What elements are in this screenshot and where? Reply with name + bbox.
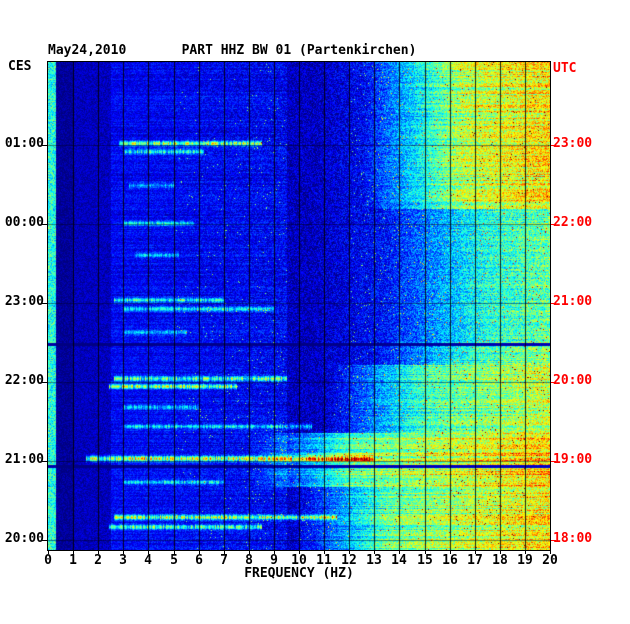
x-tick-mark xyxy=(349,551,350,554)
left-time-tick-label: 22:00 xyxy=(4,373,44,388)
x-axis-title: FREQUENCY (HZ) xyxy=(244,566,354,581)
x-tick-label: 6 xyxy=(195,553,203,568)
chart-title: PART HHZ BW 01 (Partenkirchen) xyxy=(181,43,417,58)
x-tick-mark xyxy=(98,551,99,554)
x-tick-mark xyxy=(399,551,400,554)
x-tick-label: 1 xyxy=(69,553,77,568)
x-tick-mark xyxy=(550,551,551,554)
x-tick-mark xyxy=(500,551,501,554)
x-tick-label: 3 xyxy=(119,553,127,568)
right-tick-mark xyxy=(551,382,556,383)
right-time-tick-label: 20:00 xyxy=(553,373,593,388)
x-tick-mark xyxy=(224,551,225,554)
x-tick-mark xyxy=(525,551,526,554)
x-tick-label: 2 xyxy=(94,553,102,568)
left-tick-mark xyxy=(42,145,47,146)
x-tick-label: 15 xyxy=(417,553,433,568)
left-tick-mark xyxy=(42,382,47,383)
x-tick-mark xyxy=(425,551,426,554)
x-tick-label: 0 xyxy=(44,553,52,568)
x-tick-mark xyxy=(123,551,124,554)
right-tick-mark xyxy=(551,145,556,146)
x-tick-label: 14 xyxy=(391,553,407,568)
x-tick-label: 19 xyxy=(517,553,533,568)
left-time-tick-label: 20:00 xyxy=(4,531,44,546)
left-tick-mark xyxy=(42,303,47,304)
left-axis-unit-label: CES xyxy=(8,59,32,74)
right-tick-mark xyxy=(551,224,556,225)
x-tick-label: 7 xyxy=(220,553,228,568)
x-tick-label: 17 xyxy=(467,553,483,568)
x-tick-mark xyxy=(48,551,49,554)
x-tick-mark xyxy=(274,551,275,554)
x-tick-label: 20 xyxy=(542,553,558,568)
right-time-tick-label: 21:00 xyxy=(553,294,593,309)
x-tick-label: 11 xyxy=(316,553,332,568)
x-tick-mark xyxy=(199,551,200,554)
date-label: May24,2010 xyxy=(48,43,127,58)
x-tick-label: 4 xyxy=(144,553,152,568)
x-tick-mark xyxy=(174,551,175,554)
right-time-tick-label: 19:00 xyxy=(553,452,593,467)
right-tick-mark xyxy=(551,303,556,304)
x-tick-label: 5 xyxy=(170,553,178,568)
x-tick-label: 18 xyxy=(492,553,508,568)
x-tick-mark xyxy=(249,551,250,554)
x-tick-mark xyxy=(299,551,300,554)
x-tick-label: 8 xyxy=(245,553,253,568)
left-time-tick-label: 21:00 xyxy=(4,452,44,467)
x-tick-label: 9 xyxy=(270,553,278,568)
left-time-tick-label: 23:00 xyxy=(4,294,44,309)
x-tick-label: 12 xyxy=(341,553,357,568)
spectrogram-canvas xyxy=(47,61,551,551)
right-time-tick-label: 22:00 xyxy=(553,215,593,230)
right-time-tick-label: 18:00 xyxy=(553,531,593,546)
x-tick-mark xyxy=(324,551,325,554)
x-tick-mark xyxy=(475,551,476,554)
right-tick-mark xyxy=(551,461,556,462)
right-axis-unit-label: UTC xyxy=(553,61,577,76)
left-tick-mark xyxy=(42,461,47,462)
x-tick-mark xyxy=(73,551,74,554)
x-tick-label: 13 xyxy=(366,553,382,568)
x-tick-mark xyxy=(374,551,375,554)
x-tick-mark xyxy=(148,551,149,554)
x-tick-label: 16 xyxy=(442,553,458,568)
right-time-tick-label: 23:00 xyxy=(553,136,593,151)
x-tick-label: 10 xyxy=(291,553,307,568)
left-time-tick-label: 00:00 xyxy=(4,215,44,230)
left-tick-mark xyxy=(42,224,47,225)
x-tick-mark xyxy=(450,551,451,554)
left-time-tick-label: 01:00 xyxy=(4,136,44,151)
right-tick-mark xyxy=(551,540,556,541)
left-tick-mark xyxy=(42,540,47,541)
